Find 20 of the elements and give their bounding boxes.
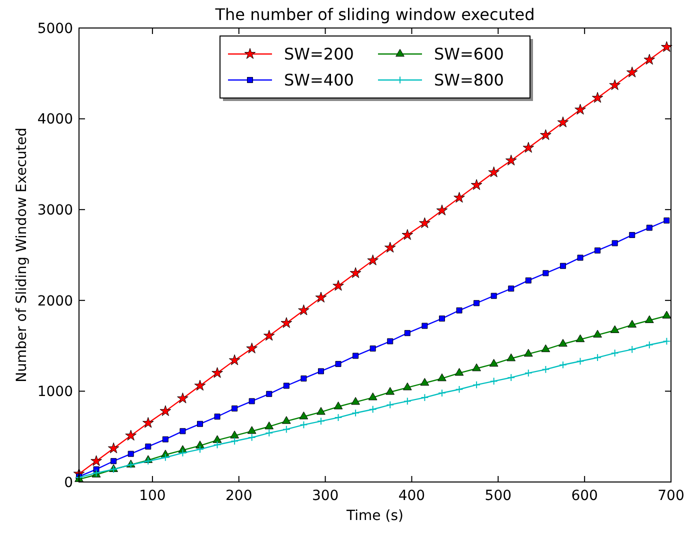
y-tick-label: 1000 xyxy=(37,384,73,400)
x-tick-label: 200 xyxy=(226,488,252,504)
x-tick-label: 500 xyxy=(484,488,512,504)
y-tick-label: 4000 xyxy=(37,112,73,128)
x-tick-label: 400 xyxy=(398,488,426,504)
x-axis-title: Time (s) xyxy=(346,508,404,524)
y-axis-title: Number of Sliding Window Executed xyxy=(14,128,30,382)
x-tick-label: 600 xyxy=(571,488,598,504)
legend-label: SW=600 xyxy=(434,44,504,64)
legend-label: SW=200 xyxy=(284,44,354,64)
legend-label: SW=800 xyxy=(434,70,504,90)
y-tick-label: 0 xyxy=(64,474,73,491)
x-tick-label: 100 xyxy=(139,488,166,504)
x-tick-label: 300 xyxy=(312,488,339,504)
chart-title: The number of sliding window executed xyxy=(214,5,535,24)
y-tick-label: 5000 xyxy=(37,20,73,37)
y-tick-label: 3000 xyxy=(37,202,73,218)
legend-label: SW=400 xyxy=(284,70,354,90)
x-tick-label: 700 xyxy=(658,488,684,504)
y-tick-label: 2000 xyxy=(37,293,73,310)
